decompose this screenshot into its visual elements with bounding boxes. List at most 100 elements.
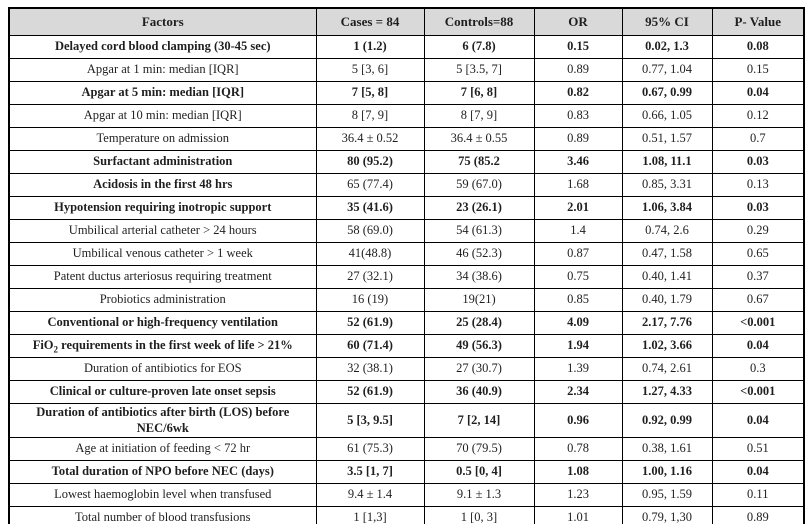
factor-cell: Lowest haemoglobin level when transfused (8, 483, 317, 508)
table-header-row: Factors Cases = 84 Controls=88 OR 95% CI P- V… (8, 7, 805, 36)
factor-cell: FiO2 requirements in the first week of l… (8, 334, 317, 358)
ci-cell: 0.79, 1,30 (621, 506, 713, 524)
cases-cell: 1 [1,3] (315, 506, 425, 524)
ci-cell: 2.17, 7.76 (621, 311, 713, 335)
p-cell: 0.03 (711, 196, 805, 220)
p-cell: 0.08 (711, 35, 805, 59)
factor-cell: Delayed cord blood clamping (30-45 sec) (8, 35, 317, 59)
cases-cell: 27 (32.1) (315, 265, 425, 289)
or-cell: 1.68 (533, 173, 623, 197)
p-cell: <0.001 (711, 380, 805, 404)
ci-cell: 0.51, 1.57 (621, 127, 713, 151)
table-row: Lowest haemoglobin level when transfused… (8, 483, 805, 508)
p-cell: 0.37 (711, 265, 805, 289)
header-cell-or: OR (533, 7, 623, 36)
or-cell: 1.94 (533, 334, 623, 358)
p-cell: 0.67 (711, 288, 805, 312)
p-cell: 0.29 (711, 219, 805, 243)
table-row: Surfactant administration 80 (95.2) 75 (85… (8, 150, 805, 174)
cases-cell: 7 [5, 8] (315, 81, 425, 105)
ci-cell: 1.06, 3.84 (621, 196, 713, 220)
or-cell: 1.01 (533, 506, 623, 524)
or-cell: 0.83 (533, 104, 623, 128)
p-cell: 0.04 (711, 81, 805, 105)
controls-cell: 59 (67.0) (423, 173, 535, 197)
p-cell: 0.04 (711, 460, 805, 485)
header-cell-ci: 95% CI (621, 7, 713, 36)
controls-cell: 8 [7, 9] (423, 104, 535, 128)
controls-cell: 54 (61.3) (423, 219, 535, 243)
p-cell: 0.04 (711, 334, 805, 358)
table-row: Temperature on admission 36.4 ± 0.52 36.4 … (8, 127, 805, 151)
controls-cell: 19(21) (423, 288, 535, 312)
p-cell: 0.89 (711, 506, 805, 524)
cases-cell: 61 (75.3) (315, 437, 425, 462)
cases-cell: 32 (38.1) (315, 357, 425, 381)
table-row: Apgar at 5 min: median [IQR] 7 [5, 8] 7 [6… (8, 81, 805, 105)
controls-cell: 25 (28.4) (423, 311, 535, 335)
ci-cell: 1.00, 1.16 (621, 460, 713, 485)
ci-cell: 0.67, 0.99 (621, 81, 713, 105)
factor-cell: Total number of blood transfusions (8, 506, 317, 524)
ci-cell: 0.47, 1.58 (621, 242, 713, 266)
or-cell: 2.01 (533, 196, 623, 220)
cases-cell: 60 (71.4) (315, 334, 425, 358)
table-row: Umbilical arterial catheter > 24 hours 58… (8, 219, 805, 243)
cases-cell: 52 (61.9) (315, 380, 425, 404)
cases-cell: 5 [3, 6] (315, 58, 425, 82)
or-cell: 0.15 (533, 35, 623, 59)
controls-cell: 0.5 [0, 4] (423, 460, 535, 485)
table-row: Apgar at 1 min: median [IQR] 5 [3, 6] 5 [3… (8, 58, 805, 82)
or-cell: 4.09 (533, 311, 623, 335)
p-cell: 0.7 (711, 127, 805, 151)
factor-cell: Clinical or culture-proven late onset se… (8, 380, 317, 404)
or-cell: 2.34 (533, 380, 623, 404)
cases-cell: 5 [3, 9.5] (315, 402, 425, 439)
factor-cell: Age at initiation of feeding < 72 hr (8, 437, 317, 462)
cases-cell: 16 (19) (315, 288, 425, 312)
controls-cell: 5 [3.5, 7] (423, 58, 535, 82)
cases-cell: 41(48.8) (315, 242, 425, 266)
factor-cell: Umbilical arterial catheter > 24 hours (8, 219, 317, 243)
ci-cell: 1.08, 11.1 (621, 150, 713, 174)
factor-cell: Patent ductus arteriosus requiring treat… (8, 265, 317, 289)
table-row: Probiotics administration 16 (19) 19(21) 0.… (8, 288, 805, 312)
factor-cell: Acidosis in the first 48 hrs (8, 173, 317, 197)
factor-cell: Apgar at 5 min: median [IQR] (8, 81, 317, 105)
table-row: Duration of antibiotics for EOS 32 (38.1)… (8, 357, 805, 381)
controls-cell: 34 (38.6) (423, 265, 535, 289)
or-cell: 1.08 (533, 460, 623, 485)
controls-cell: 36.4 ± 0.55 (423, 127, 535, 151)
or-cell: 0.78 (533, 437, 623, 462)
controls-cell: 23 (26.1) (423, 196, 535, 220)
factor-cell: Conventional or high-frequency ventilati… (8, 311, 317, 335)
ci-cell: 0.40, 1.79 (621, 288, 713, 312)
or-cell: 0.75 (533, 265, 623, 289)
cases-cell: 36.4 ± 0.52 (315, 127, 425, 151)
table-row: Apgar at 10 min: median [IQR] 8 [7, 9] 8 [… (8, 104, 805, 128)
ci-cell: 0.95, 1.59 (621, 483, 713, 508)
cases-cell: 9.4 ± 1.4 (315, 483, 425, 508)
factor-cell: Temperature on admission (8, 127, 317, 151)
controls-cell: 1 [0, 3] (423, 506, 535, 524)
factor-cell: Umbilical venous catheter > 1 week (8, 242, 317, 266)
cases-cell: 65 (77.4) (315, 173, 425, 197)
controls-cell: 6 (7.8) (423, 35, 535, 59)
controls-cell: 27 (30.7) (423, 357, 535, 381)
factor-cell: Duration of antibiotics after birth (LOS… (8, 402, 317, 439)
table-row: Hypotension requiring inotropic support 3… (8, 196, 805, 220)
cases-cell: 3.5 [1, 7] (315, 460, 425, 485)
factor-cell: Probiotics administration (8, 288, 317, 312)
p-cell: 0.51 (711, 437, 805, 462)
table-row: Patent ductus arteriosus requiring treat… (8, 265, 805, 289)
ci-cell: 0.02, 1.3 (621, 35, 713, 59)
cases-cell: 52 (61.9) (315, 311, 425, 335)
controls-cell: 7 [6, 8] (423, 81, 535, 105)
p-cell: 0.04 (711, 402, 805, 439)
or-cell: 3.46 (533, 150, 623, 174)
p-cell: 0.11 (711, 483, 805, 508)
cases-cell: 8 [7, 9] (315, 104, 425, 128)
ci-cell: 0.74, 2.6 (621, 219, 713, 243)
p-cell: <0.001 (711, 311, 805, 335)
header-cell-cases: Cases = 84 (315, 7, 425, 36)
